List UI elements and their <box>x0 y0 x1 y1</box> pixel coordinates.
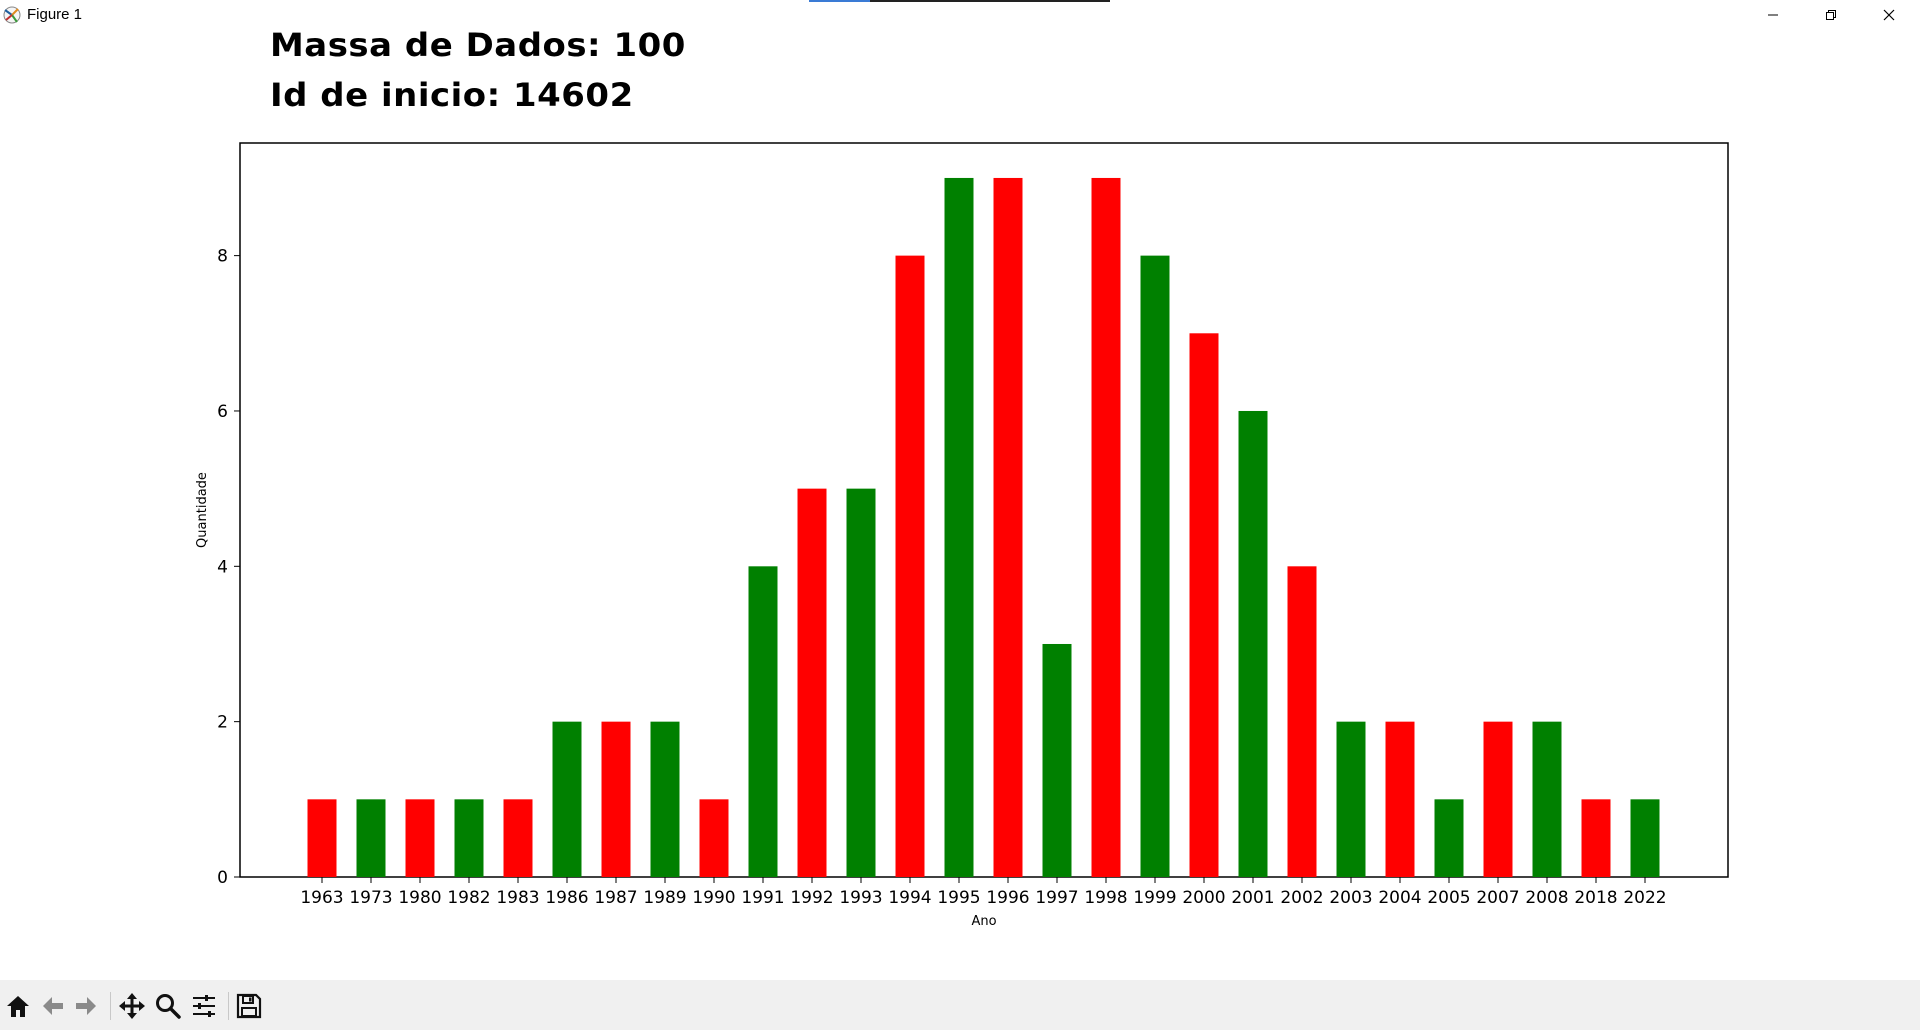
bar-1963 <box>307 799 337 877</box>
bar-1982 <box>454 799 484 877</box>
toolbar-separator <box>110 992 111 1020</box>
home-icon <box>7 996 29 1017</box>
x-tick-label: 1989 <box>643 888 686 908</box>
x-tick-label: 2007 <box>1476 888 1519 908</box>
bar-1983 <box>503 799 533 877</box>
bar-1991 <box>748 566 778 877</box>
x-tick-label: 2000 <box>1182 888 1225 908</box>
bar-1990 <box>699 799 729 877</box>
y-tick-label: 8 <box>217 247 228 267</box>
bar-1999 <box>1140 255 1170 878</box>
x-tick-label: 1994 <box>888 888 931 908</box>
bar-1994 <box>895 255 925 878</box>
pan-icon <box>119 993 145 1019</box>
close-button[interactable] <box>1860 0 1918 30</box>
x-tick-label: 1999 <box>1133 888 1176 908</box>
x-tick-label: 2004 <box>1378 888 1421 908</box>
bar-1973 <box>356 799 386 877</box>
bar-1992 <box>797 488 827 877</box>
x-tick-label: 1973 <box>349 888 392 908</box>
bar-2002 <box>1287 566 1317 877</box>
zoom-button[interactable] <box>152 990 184 1022</box>
bar-1998 <box>1091 177 1121 877</box>
x-tick-label: 1982 <box>447 888 490 908</box>
configure-subplots-icon <box>193 995 215 1017</box>
x-tick-label: 1990 <box>692 888 735 908</box>
pan-button[interactable] <box>116 990 148 1022</box>
x-tick-label: 2005 <box>1427 888 1470 908</box>
matplotlib-app-icon <box>2 5 22 25</box>
x-tick-label: 1996 <box>986 888 1029 908</box>
heading-start-id: Id de inicio: 14602 <box>270 76 634 114</box>
bar-2022 <box>1630 799 1660 877</box>
x-tick-label: 2003 <box>1329 888 1372 908</box>
x-ticks-group: 1963 1973 1980 1982 1983 1986 1987 1989 1990 1991… <box>300 877 1667 908</box>
forward-icon <box>76 997 96 1015</box>
bar-1995 <box>944 177 974 877</box>
x-tick-label: 1993 <box>839 888 882 908</box>
bar-2018 <box>1581 799 1611 877</box>
x-tick-label: 2008 <box>1525 888 1568 908</box>
x-tick-label: 1998 <box>1084 888 1127 908</box>
window-title: Figure 1 <box>27 6 83 23</box>
x-tick-label: 2022 <box>1623 888 1666 908</box>
bar-2001 <box>1238 410 1268 877</box>
bar-1997 <box>1042 643 1072 877</box>
back-icon <box>43 997 63 1015</box>
bar-2008 <box>1532 721 1562 877</box>
bar-2000 <box>1189 333 1219 878</box>
x-tick-label: 2018 <box>1574 888 1617 908</box>
toolbar-separator <box>228 992 229 1020</box>
save-button[interactable] <box>233 990 265 1022</box>
x-tick-label: 1995 <box>937 888 980 908</box>
close-icon <box>1883 9 1895 21</box>
minimize-icon <box>1768 14 1778 16</box>
restore-icon <box>1826 10 1836 20</box>
y-ticks-group: 0 2 4 6 8 <box>217 247 240 888</box>
y-tick-label: 2 <box>217 713 228 733</box>
forward-button[interactable] <box>70 990 102 1022</box>
minimize-button[interactable] <box>1744 0 1802 30</box>
restore-button[interactable] <box>1802 0 1860 30</box>
x-axis-label: Ano <box>971 914 996 929</box>
x-tick-label: 1997 <box>1035 888 1078 908</box>
bar-1987 <box>601 721 631 877</box>
x-tick-label: 1983 <box>496 888 539 908</box>
bars-group <box>307 177 1660 878</box>
bar-2005 <box>1434 799 1464 877</box>
y-tick-label: 4 <box>217 557 228 577</box>
bar-1980 <box>405 799 435 877</box>
zoom-icon <box>156 994 181 1019</box>
title-accent-line <box>809 0 1110 2</box>
x-tick-label: 1987 <box>594 888 637 908</box>
x-tick-label: 1980 <box>398 888 441 908</box>
bar-1993 <box>846 488 876 877</box>
y-tick-label: 0 <box>217 868 228 888</box>
navigation-toolbar <box>0 980 1920 1030</box>
x-tick-label: 1992 <box>790 888 833 908</box>
heading-dataset-size: Massa de Dados: 100 <box>270 26 686 64</box>
configure-subplots-button[interactable] <box>188 990 220 1022</box>
back-button[interactable] <box>37 990 69 1022</box>
bar-1996 <box>993 177 1023 877</box>
bar-2004 <box>1385 721 1415 877</box>
y-tick-label: 6 <box>217 402 228 422</box>
bar-1986 <box>552 721 582 877</box>
y-axis-label: Quantidade <box>195 472 210 548</box>
save-icon <box>236 993 262 1019</box>
x-tick-label: 1986 <box>545 888 588 908</box>
bar-2007 <box>1483 721 1513 877</box>
bar-chart[interactable]: 1963 1973 1980 1982 1983 1986 1987 1989 1990 1991… <box>0 0 1920 980</box>
x-tick-label: 2001 <box>1231 888 1274 908</box>
x-tick-label: 1963 <box>300 888 343 908</box>
title-accent-highlight <box>809 0 870 2</box>
bar-2003 <box>1336 721 1366 877</box>
plot-area <box>239 142 1729 878</box>
x-tick-label: 2002 <box>1280 888 1323 908</box>
x-tick-label: 1991 <box>741 888 784 908</box>
bar-1989 <box>650 721 680 877</box>
title-bar: Figure 1 <box>0 0 1920 30</box>
home-button[interactable] <box>2 990 34 1022</box>
